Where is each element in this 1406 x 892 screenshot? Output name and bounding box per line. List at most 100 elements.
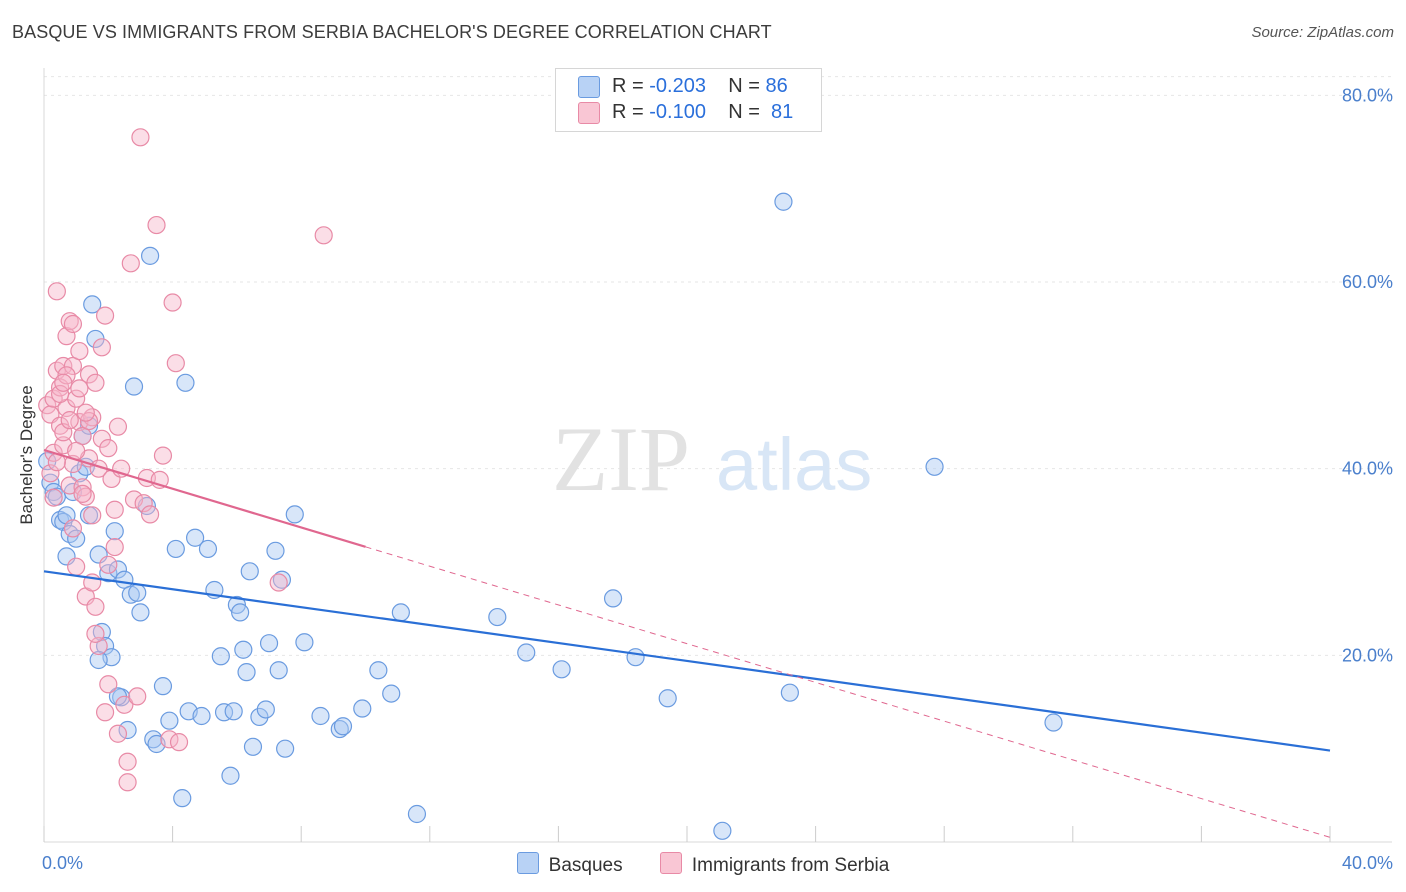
point-serbia	[108, 417, 128, 436]
point-basques	[166, 539, 185, 559]
point-basques	[272, 570, 292, 589]
point-basques	[186, 528, 205, 547]
point-serbia	[99, 675, 118, 694]
point-serbia	[105, 500, 124, 519]
legend-swatch-basques	[578, 75, 600, 98]
point-serbia	[131, 128, 150, 147]
point-serbia	[115, 695, 134, 714]
point-serbia	[124, 490, 144, 509]
legend-label-basques: Basques	[548, 855, 623, 876]
y-axis-label: Bachelor's Degree	[17, 385, 36, 524]
x-tick-label: 40.0%	[1342, 853, 1393, 873]
legend-n-value: 86	[765, 75, 788, 97]
point-serbia	[118, 752, 137, 771]
point-basques	[214, 703, 234, 722]
point-basques	[176, 373, 195, 392]
y-tick-label: 40.0%	[1342, 459, 1393, 479]
legend-n-value: 81	[771, 101, 794, 123]
point-basques	[140, 246, 160, 265]
point-serbia	[44, 488, 63, 507]
chart-title: BASQUE VS IMMIGRANTS FROM SERBIA BACHELO…	[12, 22, 772, 42]
point-serbia	[54, 373, 73, 392]
legend-r-value: -0.100	[649, 101, 706, 123]
point-basques	[70, 464, 89, 483]
point-serbia	[128, 687, 147, 706]
legend-swatch-serbia	[578, 101, 600, 124]
point-basques	[234, 640, 253, 659]
point-serbia	[163, 293, 182, 312]
series-legend: Basques Immigrants from Serbia	[0, 852, 1406, 877]
x-tick-label: 0.0%	[42, 853, 83, 873]
point-basques	[92, 622, 111, 642]
point-serbia	[86, 597, 105, 616]
stats-legend: R = -0.203 N = 86 R = -0.100 N = 81	[555, 68, 822, 132]
point-basques	[192, 706, 211, 726]
point-serbia	[153, 446, 173, 465]
chart-source: Source: ZipAtlas.com	[1251, 24, 1394, 41]
point-basques	[173, 789, 192, 808]
legend-r-label: R =	[612, 75, 644, 97]
point-basques	[131, 603, 150, 622]
point-basques	[211, 647, 230, 666]
point-serbia	[63, 314, 83, 334]
point-serbia	[105, 537, 124, 557]
y-tick-label: 20.0%	[1342, 645, 1393, 665]
data-points	[38, 128, 1063, 840]
point-serbia	[76, 403, 95, 422]
watermark: ZIP atlas	[552, 408, 872, 510]
point-serbia	[70, 341, 89, 361]
trend-lines	[43, 448, 1331, 838]
point-basques	[237, 663, 256, 682]
legend-label-serbia: Immigrants from Serbia	[691, 855, 890, 876]
watermark-zip: ZIP	[552, 408, 690, 510]
legend-n-label: N =	[728, 75, 760, 97]
legend-n-label: N =	[728, 101, 760, 123]
point-serbia	[118, 773, 137, 792]
point-serbia	[95, 703, 115, 722]
point-basques	[780, 683, 799, 702]
legend-item-basques[interactable]: Basques	[516, 852, 623, 877]
point-basques	[658, 689, 677, 708]
point-basques	[259, 634, 279, 653]
point-basques	[713, 821, 732, 840]
point-basques	[353, 699, 372, 718]
point-serbia	[140, 505, 160, 524]
point-basques	[89, 650, 108, 670]
point-basques	[488, 607, 507, 627]
point-serbia	[134, 494, 153, 513]
point-serbia	[99, 439, 118, 458]
y-tick-labels: 20.0% 40.0% 60.0% 80.0%	[1342, 85, 1393, 665]
point-basques	[774, 192, 793, 211]
point-serbia	[76, 487, 95, 506]
point-basques	[160, 711, 179, 730]
point-basques	[382, 684, 401, 703]
point-serbia	[269, 573, 288, 592]
point-basques	[603, 589, 623, 608]
point-basques	[256, 700, 275, 719]
legend-swatch-serbia-bottom	[659, 852, 682, 874]
trend-line-serbia-extension	[365, 546, 1331, 838]
point-serbia	[60, 411, 79, 430]
point-basques	[153, 677, 173, 696]
point-basques	[369, 661, 388, 680]
legend-item-serbia[interactable]: Immigrants from Serbia	[659, 852, 890, 877]
point-serbia	[166, 354, 185, 373]
x-tick-labels: 0.0% 40.0%	[42, 853, 1393, 873]
point-basques	[250, 707, 269, 727]
point-serbia	[67, 557, 86, 576]
point-basques	[240, 562, 259, 581]
point-serbia	[50, 384, 70, 404]
point-basques	[124, 377, 144, 396]
point-basques	[925, 457, 944, 476]
point-basques	[285, 505, 304, 524]
point-serbia	[73, 484, 92, 503]
point-basques	[198, 539, 218, 559]
point-basques	[269, 661, 288, 680]
point-basques	[67, 529, 86, 548]
point-basques	[221, 766, 240, 785]
axes	[43, 68, 1392, 843]
point-basques	[626, 648, 645, 667]
point-basques	[391, 603, 410, 622]
legend-r-value: -0.203	[649, 75, 706, 97]
